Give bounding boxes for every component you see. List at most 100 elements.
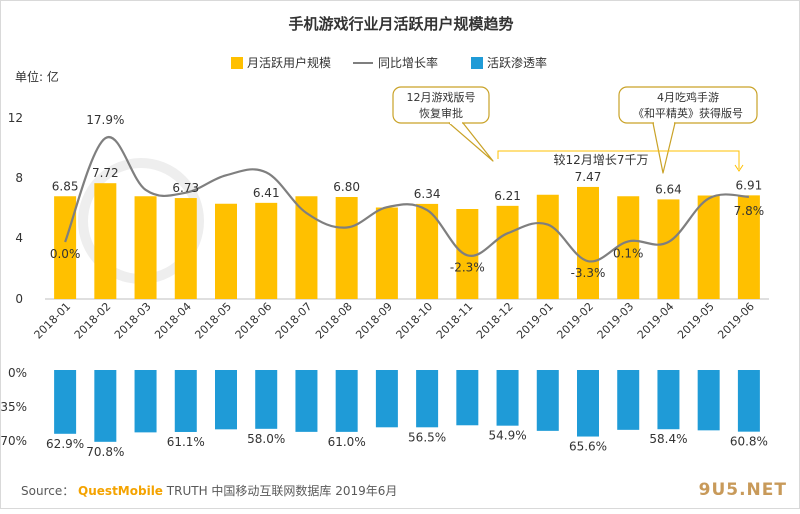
mau-bar [336, 197, 358, 299]
penetration-value-label: 62.9% [46, 437, 84, 451]
penetration-bar [456, 370, 478, 425]
mau-bar [497, 206, 519, 299]
mau-bar [456, 209, 478, 299]
x-tick-label: 2018-12 [474, 300, 516, 342]
x-tick-label: 2018-10 [394, 300, 436, 342]
mau-bar [135, 196, 157, 299]
annotation-text: 《和平精英》获得版号 [633, 106, 743, 120]
growth-value-label: -2.3% [450, 260, 485, 274]
y-tick-label: 8 [15, 171, 23, 185]
x-tick-label: 2018-07 [273, 300, 315, 342]
source-rest: TRUTH 中国移动互联网数据库 2019年6月 [166, 483, 398, 498]
y-tick-label: 70% [1, 434, 27, 448]
chart-title: 手机游戏行业月活跃用户规模趋势 [288, 15, 513, 33]
annotation-text: 较12月增长7千万 [554, 152, 649, 167]
mau-bar [255, 203, 277, 299]
x-tick-label: 2018-04 [152, 300, 194, 342]
penetration-value-label: 58.0% [247, 432, 285, 446]
x-tick-label: 2019-03 [595, 300, 637, 342]
mau-value-label: 6.80 [333, 180, 360, 194]
mau-value-label: 7.47 [575, 170, 602, 184]
penetration-bar [698, 370, 720, 430]
penetration-bar [295, 370, 317, 432]
mau-value-label: 6.91 [736, 178, 763, 192]
penetration-bar [497, 370, 519, 426]
mau-bar [94, 183, 116, 299]
mau-value-label: 6.73 [172, 181, 199, 195]
source-brand: QuestMobile [78, 484, 163, 498]
legend-swatch-penetration [471, 57, 483, 69]
penetration-bar [215, 370, 237, 429]
penetration-bars [54, 370, 760, 442]
unit-label: 单位: 亿 [15, 69, 59, 84]
x-tick-label: 2018-06 [233, 300, 275, 342]
penetration-value-label: 70.8% [86, 445, 124, 459]
penetration-value-label: 54.9% [488, 429, 526, 443]
penetration-bar [336, 370, 358, 432]
penetration-value-label: 56.5% [408, 430, 446, 444]
mau-value-label: 6.21 [494, 189, 521, 203]
penetration-value-label: 60.8% [730, 435, 768, 449]
y-tick-label: 4 [15, 231, 23, 245]
x-tick-label: 2018-03 [112, 300, 154, 342]
growth-value-label: 7.8% [734, 204, 765, 218]
legend-label-growth: 同比增长率 [378, 55, 438, 70]
penetration-value-label: 58.4% [649, 432, 687, 446]
mau-bar [657, 199, 679, 299]
penetration-bar [537, 370, 559, 431]
x-tick-label: 2018-08 [313, 300, 355, 342]
growth-value-label: 17.9% [86, 113, 124, 127]
penetration-value-label: 61.0% [328, 435, 366, 449]
penetration-bar [657, 370, 679, 429]
y-tick-label: 0 [15, 292, 23, 306]
x-tick-label: 2019-01 [514, 300, 556, 342]
penetration-value-labels: 62.9%70.8% 61.1% 58.0% 61.0% 56.5% 54.9% 65.6%… [46, 429, 768, 459]
annotation-text: 12月游戏版号 [407, 90, 476, 104]
penetration-value-label: 65.6% [569, 440, 607, 454]
mau-value-label: 6.34 [414, 187, 441, 201]
penetration-bar [376, 370, 398, 427]
penetration-bar [175, 370, 197, 432]
x-axis-labels: 2018-012018-022018-032018-042018-052018-… [32, 300, 757, 342]
y-tick-label: 12 [8, 111, 23, 125]
x-tick-label: 2018-05 [192, 300, 234, 342]
x-tick-label: 2018-11 [434, 300, 476, 342]
x-tick-label: 2018-09 [353, 300, 395, 342]
mau-bar [376, 208, 398, 300]
svg-text:Source： QuestMobile: Source： QuestMobile TRUTH 中国移动互联网数据库 201… [21, 483, 397, 498]
annotation-growth-bracket: 较12月增长7千万 [498, 151, 743, 171]
mau-bars [54, 183, 760, 299]
legend-swatch-bar [231, 57, 243, 69]
mau-value-label: 7.72 [92, 166, 119, 180]
x-tick-label: 2019-05 [675, 300, 717, 342]
x-tick-label: 2019-02 [554, 300, 596, 342]
x-tick-label: 2019-04 [635, 300, 677, 342]
x-tick-label: 2018-01 [32, 300, 74, 342]
penetration-bar [738, 370, 760, 432]
mau-bar [577, 187, 599, 299]
mau-value-label: 6.41 [253, 186, 280, 200]
annotation-text: 恢复审批 [419, 106, 463, 120]
penetration-bar [617, 370, 639, 430]
x-tick-label: 2019-06 [715, 300, 757, 342]
annotation-text: 4月吃鸡手游 [657, 90, 719, 104]
site-watermark: 9U5.NET [699, 480, 787, 500]
penetration-bar [54, 370, 76, 434]
growth-value-label: -3.3% [571, 266, 606, 280]
penetration-bar [135, 370, 157, 432]
penetration-bar [577, 370, 599, 437]
legend: 月活跃用户规模 同比增长率 活跃渗透率 [231, 55, 547, 70]
legend-label-mau: 月活跃用户规模 [247, 55, 331, 70]
penetration-bar [255, 370, 277, 429]
penetration-bar [94, 370, 116, 442]
annotation-license-resume: 12月游戏版号 恢复审批 [393, 87, 493, 161]
growth-value-label: 0.0% [50, 247, 81, 261]
penetration-value-label: 61.1% [167, 435, 205, 449]
mau-bar [537, 195, 559, 299]
mau-bar [215, 204, 237, 299]
bottom-y-axis: 0% 35% 70% [1, 366, 27, 448]
top-y-axis: 0 4 8 12 [8, 111, 23, 306]
growth-value-label: 0.1% [613, 246, 644, 260]
